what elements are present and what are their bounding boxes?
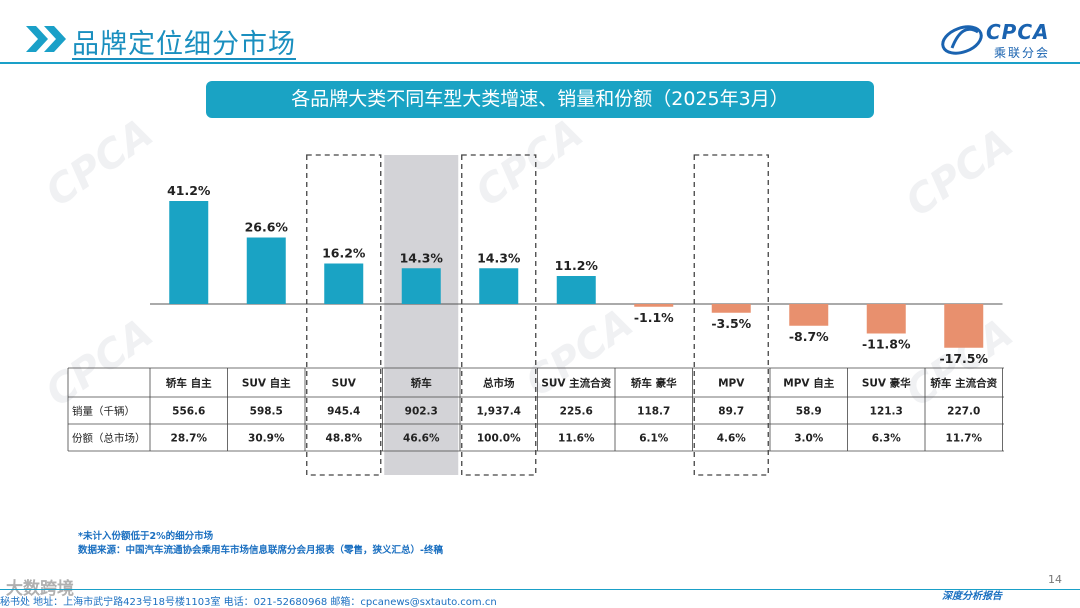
report-tag: 深度分析报告	[942, 591, 1002, 602]
header-divider	[0, 62, 1080, 64]
bar	[711, 304, 751, 313]
bar	[556, 276, 596, 304]
table-cell: 227.0	[947, 406, 980, 418]
bar-value-label: 11.2%	[555, 258, 599, 273]
bar	[324, 263, 364, 304]
tick-label: 轿车 豪华	[631, 377, 677, 390]
tick-label: MPV 自主	[783, 377, 834, 390]
bar-value-label: 16.2%	[322, 246, 366, 261]
table-row-label: 销量（千辆）	[72, 405, 135, 418]
logo-text-en: CPCA	[986, 20, 1050, 44]
dashed-highlight-box	[306, 154, 382, 476]
bar-value-label: 14.3%	[477, 250, 521, 265]
tick-label: SUV 主流合资	[541, 377, 611, 390]
bar-value-label: 41.2%	[167, 183, 211, 198]
table-row-label: 份额（总市场）	[72, 432, 146, 445]
page-title: 品牌定位细分市场	[72, 29, 296, 60]
tick-label: SUV	[332, 378, 357, 390]
footer-address: 秘书处 地址：上海市武宁路423号18号楼1103室 电话：021-526809…	[0, 597, 497, 608]
table-cell: 902.3	[405, 406, 438, 418]
table-cell: 556.6	[172, 406, 205, 418]
table-cell: 118.7	[637, 406, 670, 418]
tick-label: MPV	[718, 378, 745, 390]
logo-text-cn: 乘联分会	[994, 46, 1051, 60]
bar	[401, 268, 441, 304]
table-cell: 11.6%	[558, 433, 595, 445]
footnote-note: *未计入份额低于2%的细分市场	[78, 531, 214, 542]
bar-value-label: -11.8%	[862, 337, 911, 352]
bar-value-label: -3.5%	[711, 316, 751, 331]
bar	[634, 304, 674, 307]
dashed-highlight-box	[461, 154, 537, 476]
table-cell: 4.6%	[717, 433, 747, 445]
tick-label: SUV 自主	[242, 377, 291, 390]
tick-label: SUV 豪华	[862, 377, 911, 390]
tick-label: 轿车	[411, 377, 432, 390]
table-cell: 46.6%	[403, 433, 440, 445]
table-cell: 1,937.4	[476, 406, 521, 418]
table-cell: 6.3%	[872, 433, 902, 445]
bar	[866, 304, 906, 334]
table-cell: 11.7%	[946, 433, 983, 445]
table-cell: 100.0%	[477, 433, 521, 445]
table-cell: 121.3	[870, 406, 903, 418]
tick-label: 轿车 主流合资	[930, 377, 997, 390]
table-cell: 945.4	[327, 406, 360, 418]
bar-value-label: -17.5%	[939, 351, 988, 366]
table-cell: 58.9	[796, 406, 822, 418]
bar	[169, 201, 209, 304]
footnote-source: 数据来源：中国汽车流通协会乘用车市场信息联席分会月报表（零售，狭义汇总）-终稿	[78, 545, 443, 556]
table-cell: 28.7%	[171, 433, 208, 445]
bar	[246, 237, 286, 304]
bar-value-label: 26.6%	[245, 220, 289, 235]
chart-title-banner: 各品牌大类不同车型大类增速、销量和份额（2025年3月）	[206, 81, 874, 118]
bar	[944, 304, 984, 348]
footer-divider	[0, 589, 1080, 590]
dashed-highlight-box	[693, 154, 769, 476]
bar	[479, 268, 519, 304]
table-cell: 3.0%	[794, 433, 824, 445]
tick-label: 轿车 自主	[166, 377, 212, 390]
tick-label: 总市场	[483, 377, 515, 390]
table-cell: 89.7	[718, 406, 744, 418]
table-cell: 6.1%	[639, 433, 669, 445]
table-cell: 225.6	[560, 406, 593, 418]
cpca-logo-icon	[941, 25, 983, 55]
table-cell: 598.5	[250, 406, 283, 418]
bar	[789, 304, 829, 326]
table-cell: 30.9%	[248, 433, 285, 445]
bar-value-label: -8.7%	[789, 329, 829, 344]
chevron-right-icon	[26, 26, 66, 52]
highlight-column	[384, 155, 459, 475]
bar-value-label: -1.1%	[634, 310, 674, 325]
bar-value-label: 14.3%	[400, 250, 444, 265]
page-number: 14	[1048, 573, 1062, 586]
table-cell: 48.8%	[326, 433, 363, 445]
